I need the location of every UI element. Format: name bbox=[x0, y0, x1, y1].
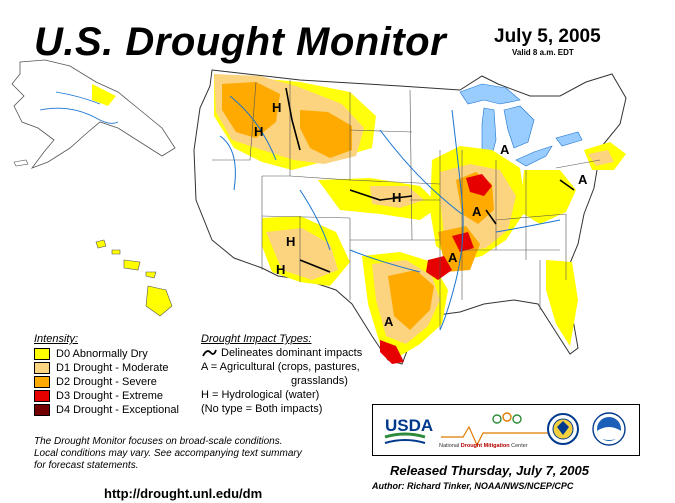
rivers bbox=[219, 95, 561, 331]
alaska-d0-area bbox=[92, 84, 116, 106]
impact-line-delineates: Delineates dominant impacts bbox=[201, 347, 362, 361]
legend-item-d1: D1 Drought - Moderate bbox=[34, 361, 179, 375]
hawaii-island-4 bbox=[145, 271, 157, 279]
intensity-legend: Intensity: D0 Abnormally Dry D1 Drought … bbox=[34, 333, 179, 417]
disclaimer-note: The Drought Monitor focuses on broad-sca… bbox=[34, 436, 302, 471]
label-h-montana: H bbox=[272, 100, 281, 115]
d2-montana-east bbox=[300, 110, 352, 158]
legend-item-d0: D0 Abnormally Dry bbox=[34, 347, 179, 361]
author-credit: Author: Richard Tinker, NOAA/NWS/NCEP/CP… bbox=[372, 481, 574, 491]
lake-erie bbox=[515, 145, 553, 167]
drought-url[interactable]: http://drought.unl.edu/dm bbox=[104, 486, 263, 501]
label-h-nebraska: H bbox=[392, 190, 401, 205]
d1-nebraska bbox=[370, 186, 424, 208]
map-date: July 5, 2005 bbox=[494, 26, 601, 47]
legend-item-d4: D4 Drought - Exceptional bbox=[34, 403, 179, 417]
alaska-river-2 bbox=[55, 91, 101, 105]
commerce-seal-icon bbox=[547, 413, 579, 445]
legend-item-d3: D3 Drought - Extreme bbox=[34, 389, 179, 403]
label-h-idaho: H bbox=[254, 124, 263, 139]
label-a-michigan: A bbox=[500, 142, 510, 157]
legend-heading: Intensity: bbox=[34, 333, 79, 345]
hawaii-island-3 bbox=[123, 259, 141, 271]
label-h-arizona: H bbox=[276, 262, 285, 277]
usda-logo-icon: USDA bbox=[384, 416, 433, 444]
impact-line-agricultural: A = Agricultural (crops, pastures, bbox=[201, 361, 360, 373]
agency-logos: USDA National Drought Mitigation Center bbox=[372, 404, 640, 456]
ndmc-logo-icon: National Drought Mitigation Center bbox=[439, 412, 573, 449]
label-a-illinois: A bbox=[472, 204, 482, 219]
d3-swatch bbox=[34, 390, 50, 402]
d0-southeast bbox=[546, 260, 578, 346]
d3-texas-coast bbox=[380, 340, 404, 364]
legend-label: D0 Abnormally Dry bbox=[56, 348, 148, 360]
d1-swatch bbox=[34, 362, 50, 374]
impact-boundaries bbox=[285, 87, 575, 273]
lake-ontario bbox=[555, 131, 583, 147]
hawaii-island-big bbox=[145, 285, 173, 317]
label-h-utah: H bbox=[286, 234, 295, 249]
impacts-heading: Drought Impact Types: bbox=[201, 333, 312, 345]
d3-illinois bbox=[466, 174, 492, 196]
d1-northeast bbox=[588, 150, 614, 166]
hawaii-island-1 bbox=[95, 239, 107, 249]
label-a-texas: A bbox=[384, 314, 394, 329]
d2-texas bbox=[388, 270, 434, 330]
legend-label: D3 Drought - Extreme bbox=[56, 390, 163, 402]
d0-ohio-valley bbox=[520, 170, 576, 224]
legend-label: D4 Drought - Exceptional bbox=[56, 404, 179, 416]
legend-label: D2 Drought - Severe bbox=[56, 376, 157, 388]
puerto-rico bbox=[13, 159, 29, 167]
alaska-river bbox=[39, 107, 119, 124]
svg-text:National Drought Mitigation Ce: National Drought Mitigation Center bbox=[439, 443, 528, 449]
d3-arkansas-1 bbox=[452, 232, 474, 252]
noaa-logo-icon bbox=[592, 412, 626, 446]
valid-time: Valid 8 a.m. EDT bbox=[512, 48, 574, 57]
alaska-outline bbox=[11, 59, 176, 169]
svg-text:USDA: USDA bbox=[385, 416, 433, 435]
hawaii-island-2 bbox=[111, 249, 121, 255]
impact-line-both: (No type = Both impacts) bbox=[201, 403, 323, 415]
legend-item-d2: D2 Drought - Severe bbox=[34, 375, 179, 389]
label-a-arkansas: A bbox=[448, 250, 458, 265]
lake-huron bbox=[503, 105, 535, 149]
legend-label: D1 Drought - Moderate bbox=[56, 362, 169, 374]
impact-line-grasslands: grasslands) bbox=[291, 375, 348, 387]
impact-line-hydrological: H = Hydrological (water) bbox=[201, 389, 320, 401]
state-boundaries bbox=[212, 80, 601, 330]
impact-types: Drought Impact Types: Delineates dominan… bbox=[201, 333, 362, 417]
d2-idaho-montana bbox=[222, 82, 280, 138]
d1-southwest bbox=[266, 228, 338, 280]
d3-arkansas-2 bbox=[426, 256, 452, 280]
label-a-ohio: A bbox=[578, 172, 588, 187]
lake-superior bbox=[459, 83, 521, 105]
page-title: U.S. Drought Monitor bbox=[34, 20, 447, 64]
d0-swatch bbox=[34, 348, 50, 360]
d4-swatch bbox=[34, 404, 50, 416]
d2-swatch bbox=[34, 376, 50, 388]
release-date: Released Thursday, July 7, 2005 bbox=[390, 463, 589, 478]
impact-boundary-icon bbox=[202, 349, 217, 357]
logos-svg: USDA National Drought Mitigation Center bbox=[384, 412, 626, 449]
